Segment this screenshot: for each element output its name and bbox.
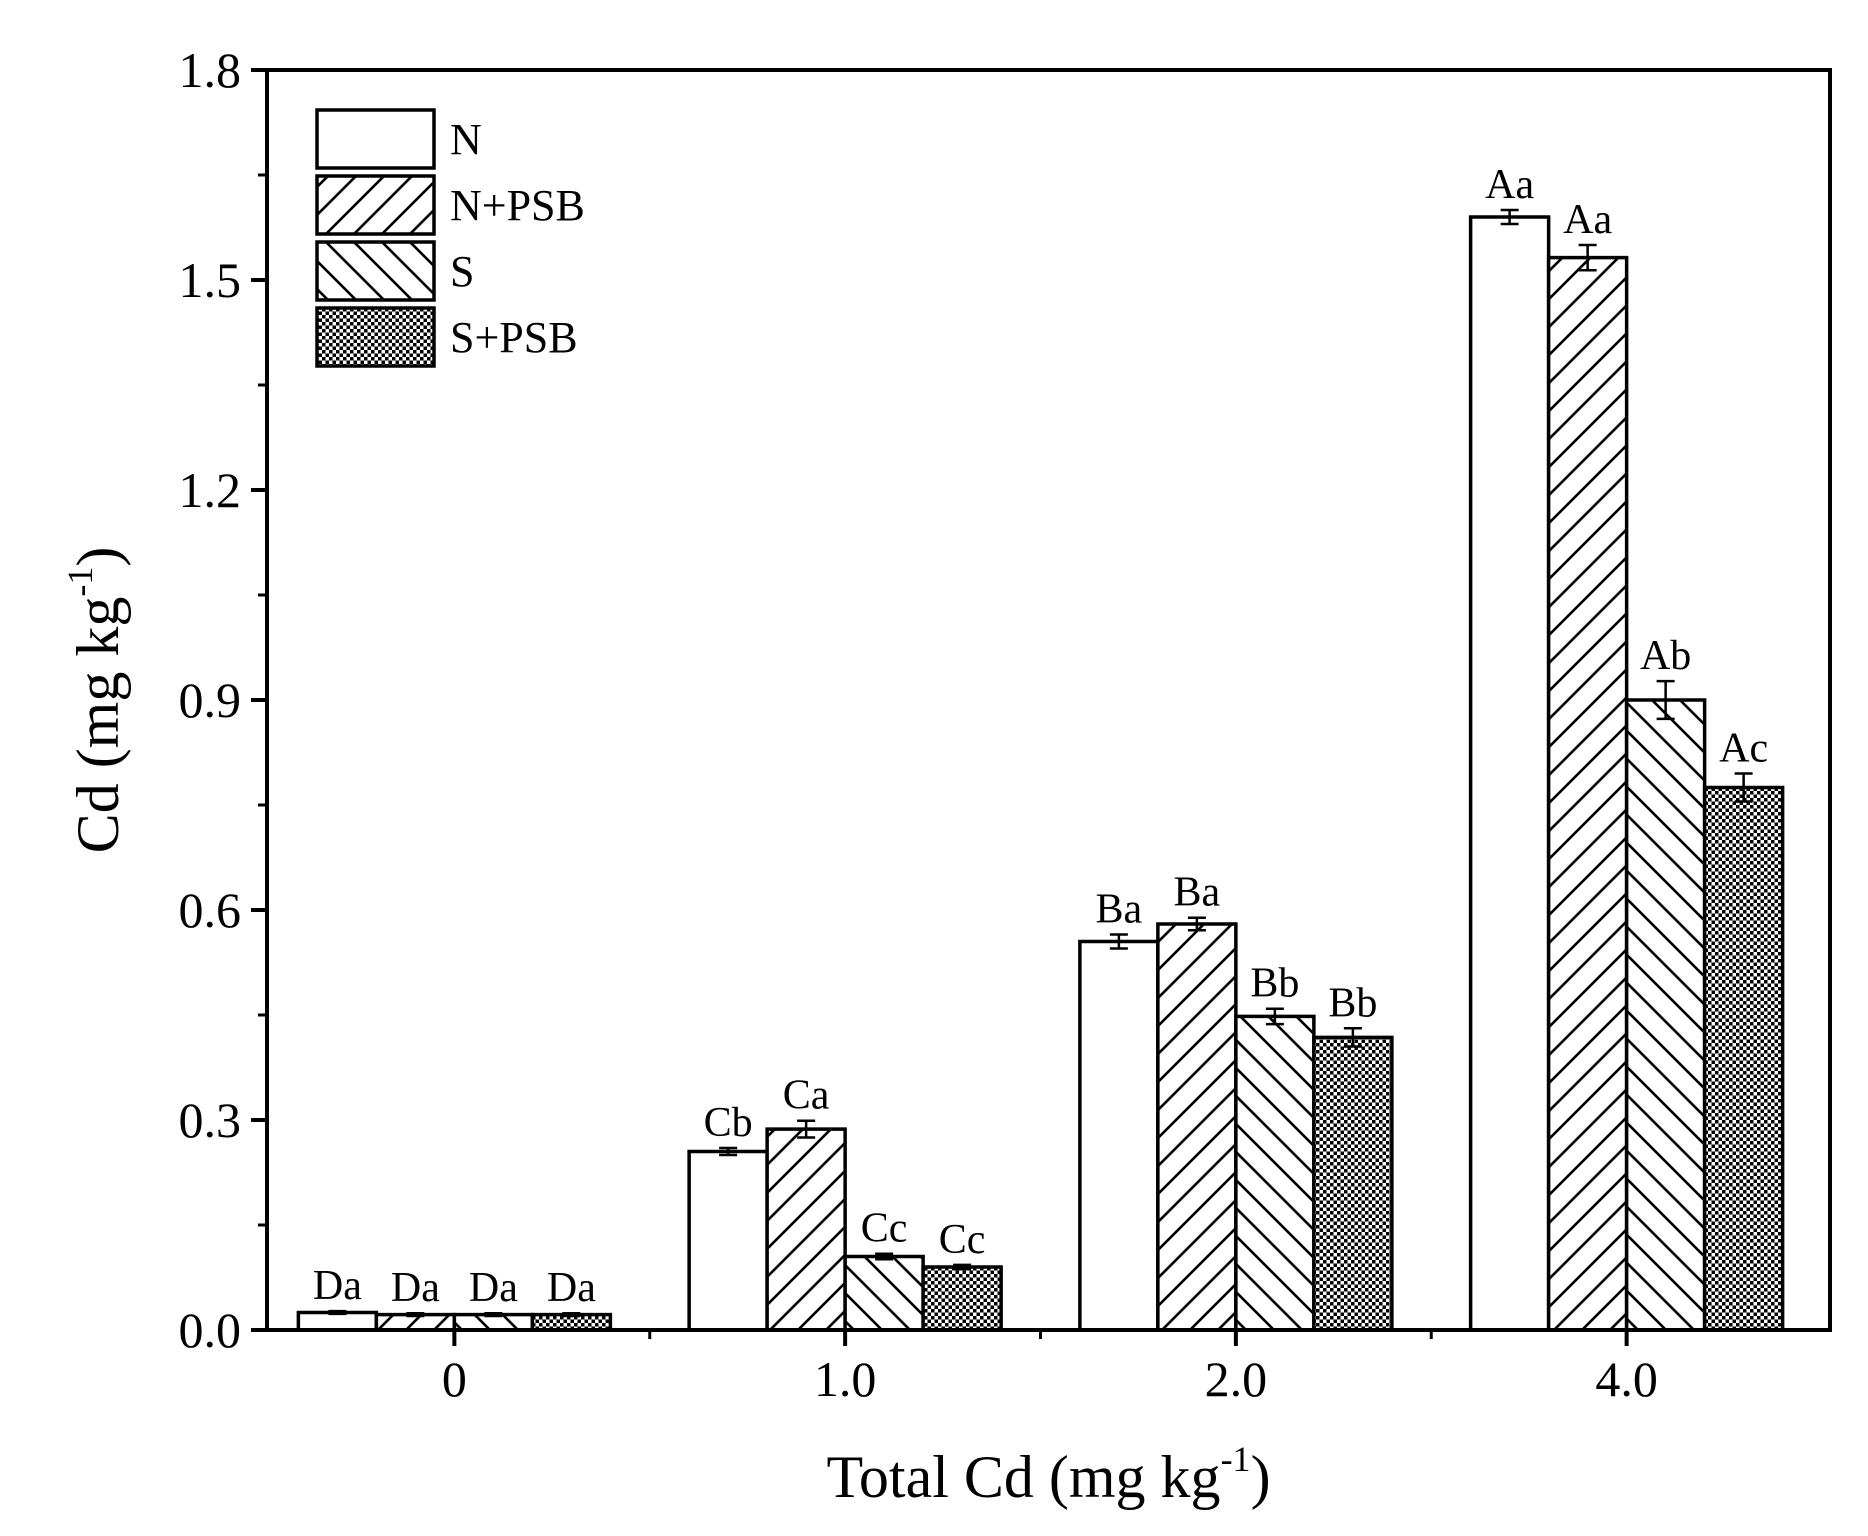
legend-swatch [315, 240, 436, 302]
y-tick-label: 1.2 [179, 462, 242, 518]
x-tick-label: 0 [442, 1351, 467, 1407]
y-tick-label: 0.0 [179, 1302, 242, 1358]
bar-significance-label: Cc [861, 1206, 908, 1252]
y-axis: 0.0 0.3 0.6 0.9 1.2 1.5 1.8 [179, 42, 267, 1358]
bar-significance-label: Da [469, 1265, 518, 1311]
y-tick-label: 0.3 [179, 1092, 242, 1148]
y-axis-title-superscript: -1 [60, 567, 100, 597]
bar-significance-label: Da [547, 1265, 596, 1311]
y-tick-label: 0.9 [179, 672, 242, 728]
bar-n-plus-psb-2 [1156, 922, 1238, 1332]
bar-labels-layer: Da Da Da Da Cb Ca Cc Cc Ba Ba Bb Bb Aa Aa Ab Ac [313, 162, 1768, 1311]
bar-s-2 [1234, 1014, 1316, 1332]
bar-n-plus-psb-1 [765, 1127, 847, 1332]
y-tick-label: 1.8 [179, 42, 242, 98]
legend: N N+PSB S S+PSB [315, 108, 585, 368]
bar-n-1 [687, 1149, 769, 1332]
bars-layer [296, 215, 1785, 1332]
bar-s-plus-psb-1 [921, 1265, 1003, 1332]
y-axis-title-main: Cd (mg kg [65, 597, 131, 854]
bar-significance-label: Cc [939, 1217, 986, 1263]
y-tick-label: 0.6 [179, 882, 242, 938]
x-axis-title: Total Cd (mg kg-1) [826, 1439, 1270, 1510]
bar-n-2 [1078, 939, 1160, 1332]
bar-significance-label: Aa [1485, 162, 1534, 208]
bar-n-plus-psb-3 [1546, 255, 1629, 1332]
legend-swatch [315, 108, 436, 170]
bar-significance-label: Bb [1250, 961, 1299, 1007]
x-axis-title-close: ) [1251, 1444, 1271, 1510]
legend-label: S+PSB [450, 313, 578, 362]
bar-significance-label: Da [391, 1265, 440, 1311]
bar-significance-label: Ba [1096, 887, 1143, 933]
legend-swatch [315, 306, 436, 368]
y-axis-title: Cd (mg kg-1) [60, 547, 131, 854]
legend-swatch [315, 174, 436, 236]
bar-significance-label: Da [313, 1263, 362, 1309]
x-tick-label: 4.0 [1595, 1351, 1658, 1407]
bar-significance-label: Ba [1174, 870, 1221, 916]
bar-s-3 [1624, 698, 1707, 1332]
bar-significance-label: Ac [1719, 726, 1768, 772]
bar-significance-label: Aa [1563, 197, 1612, 243]
x-axis-title-superscript: -1 [1221, 1439, 1251, 1479]
bar-s-plus-psb-3 [1702, 785, 1785, 1332]
legend-label: S [450, 247, 474, 296]
x-axis-title-main: Total Cd (mg kg [826, 1444, 1220, 1510]
bar-significance-label: Cb [704, 1100, 753, 1146]
y-tick-label: 1.5 [179, 252, 242, 308]
x-tick-label: 1.0 [814, 1351, 877, 1407]
bar-n-3 [1468, 215, 1551, 1332]
x-axis: 0 1.0 2.0 4.0 [442, 1330, 1658, 1407]
bar-significance-label: Bb [1328, 980, 1377, 1026]
x-tick-label: 2.0 [1205, 1351, 1268, 1407]
y-axis-title-close: ) [65, 547, 131, 567]
bar-significance-label: Ca [783, 1073, 830, 1119]
bar-s-plus-psb-2 [1312, 1035, 1394, 1332]
error-bars-layer [328, 208, 1753, 1318]
legend-label: N [450, 115, 482, 164]
bar-significance-label: Ab [1640, 633, 1691, 679]
legend-label: N+PSB [450, 181, 585, 230]
bar-s-1 [843, 1254, 925, 1332]
